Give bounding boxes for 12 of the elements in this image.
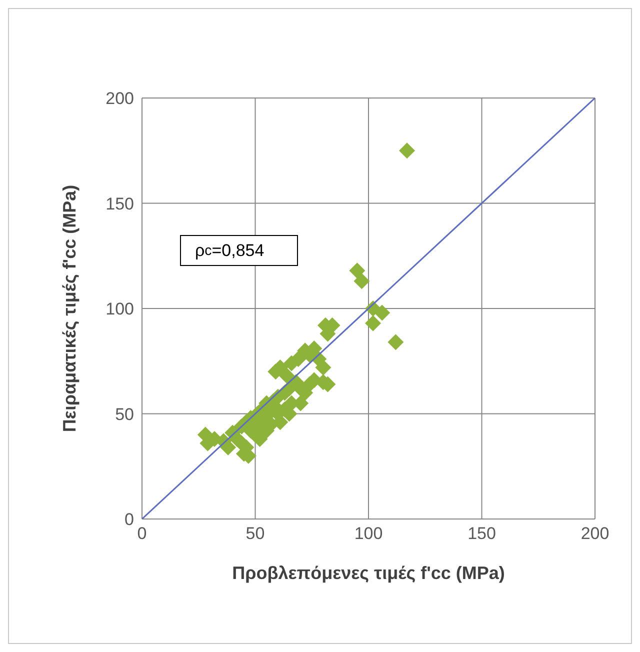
x-tick-label: 150 (468, 524, 496, 544)
x-tick-label: 50 (246, 524, 265, 544)
y-tick-label: 0 (124, 510, 134, 530)
x-tick-label: 200 (580, 524, 610, 544)
y-tick-label: 150 (106, 194, 134, 214)
y-tick-label: 100 (106, 300, 134, 319)
y-tick-label: 50 (115, 404, 134, 424)
x-axis-title: Προβλεπόμενες τιμές f'cc (MPa) (232, 563, 505, 583)
x-tick-label: 0 (137, 524, 147, 544)
y-tick-label: 200 (106, 89, 134, 108)
x-tick-label: 100 (354, 524, 383, 544)
y-axis-title: Πειραματικές τιμές f'cc (MPa) (59, 184, 80, 432)
